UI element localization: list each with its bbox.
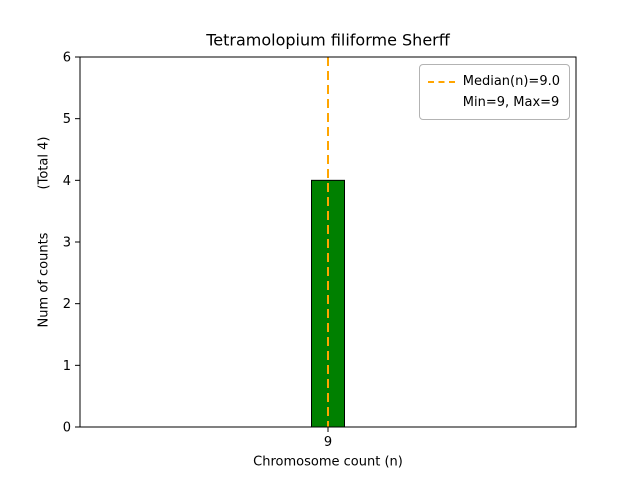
y-tick-label: 6 bbox=[63, 51, 71, 66]
legend-handle-spacer bbox=[428, 102, 455, 104]
legend-entry-median: Median(n)=9.0 bbox=[427, 71, 560, 92]
y-axis-total-note: (Total 4) bbox=[36, 136, 52, 190]
chart-title: Tetramolopium filiforme Sherff bbox=[206, 30, 450, 50]
y-tick-label: 1 bbox=[63, 359, 71, 374]
x-axis-label: Chromosome count (n) bbox=[253, 454, 403, 470]
y-tick-label: 2 bbox=[63, 297, 71, 312]
legend-box: Median(n)=9.0 Min=9, Max=9 bbox=[418, 64, 570, 120]
x-tick-label: 9 bbox=[324, 435, 332, 450]
y-axis-label: Num of counts bbox=[36, 232, 52, 328]
legend-label-minmax: Min=9, Max=9 bbox=[462, 95, 560, 110]
legend-entry-minmax: Min=9, Max=9 bbox=[428, 92, 560, 113]
legend-label-median: Median(n)=9.0 bbox=[462, 74, 560, 89]
median-dashed-line-icon bbox=[427, 80, 455, 83]
y-tick-label: 3 bbox=[63, 236, 71, 251]
y-tick-label: 5 bbox=[63, 112, 71, 127]
y-tick-label: 0 bbox=[63, 421, 71, 436]
y-tick-label: 4 bbox=[63, 174, 71, 189]
